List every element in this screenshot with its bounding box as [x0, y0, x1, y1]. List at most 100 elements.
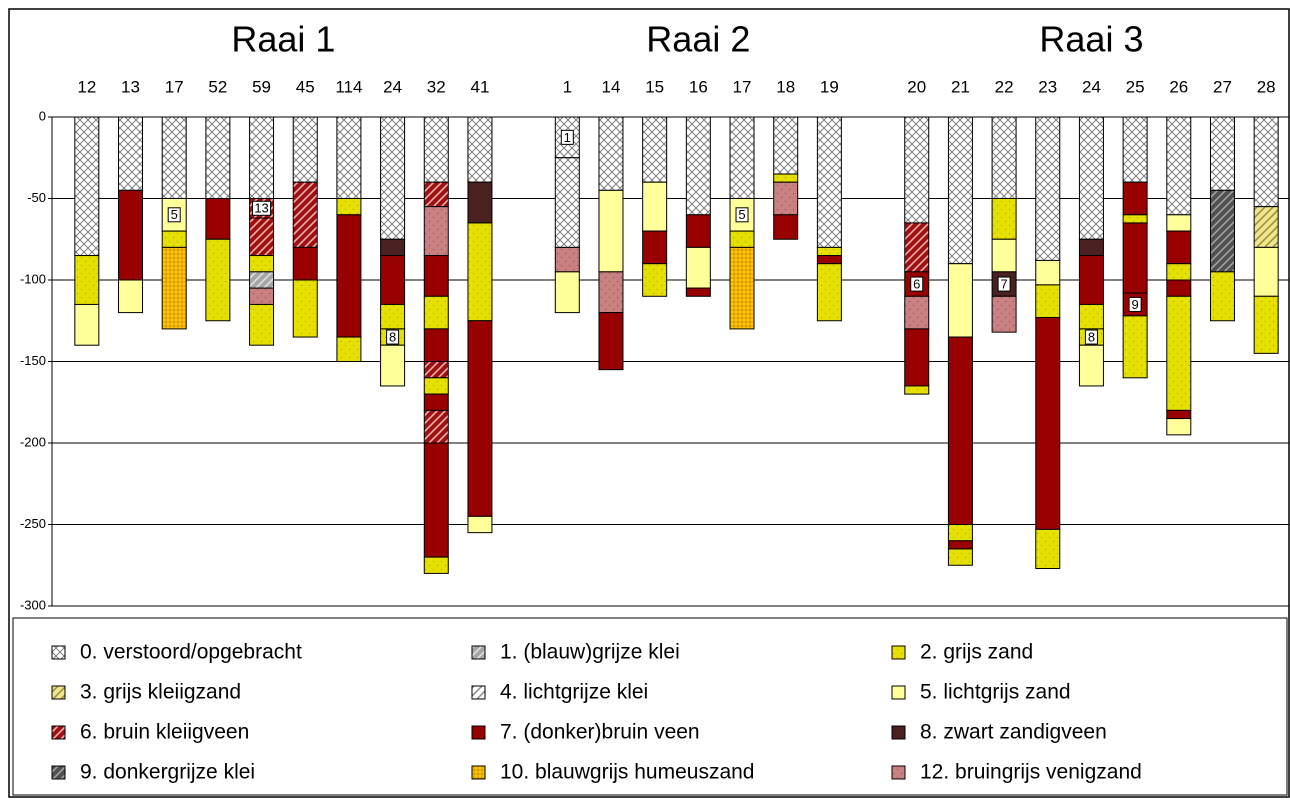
- layer: [1166, 409, 1192, 420]
- layer: [205, 238, 231, 322]
- layer: [816, 246, 842, 257]
- layer: [904, 385, 930, 395]
- layer: [729, 230, 755, 248]
- layer: [554, 116, 580, 159]
- layer: [773, 214, 799, 240]
- legend-swatch: [471, 685, 486, 700]
- layer: [423, 393, 449, 411]
- layer: [1122, 116, 1148, 183]
- x-tick-label: 12: [77, 77, 96, 96]
- x-tick-label: 26: [1169, 77, 1188, 96]
- legend-swatch: [891, 685, 906, 700]
- layer: [423, 442, 449, 558]
- legend-label: 12. bruingrijs venigzand: [920, 761, 1142, 784]
- x-tick-label: 24: [1082, 77, 1101, 96]
- y-tick-label: -50: [27, 190, 46, 205]
- layer: [598, 271, 624, 314]
- layer: [1209, 271, 1235, 322]
- layer: [598, 312, 624, 371]
- chart-frame: [8, 8, 1290, 798]
- layer: [249, 287, 275, 305]
- layer: [467, 222, 493, 322]
- note-box: [1084, 329, 1098, 345]
- layer: [1122, 214, 1148, 224]
- layer: [74, 116, 100, 257]
- layer: [205, 198, 231, 240]
- note-box: [735, 207, 749, 223]
- layer: [336, 336, 362, 362]
- legend-label: 2. grijs zand: [920, 641, 1033, 664]
- layer: [773, 181, 799, 216]
- layer: [1253, 295, 1279, 354]
- legend-label: 8. zwart zandigveen: [920, 721, 1107, 744]
- x-tick-label: 41: [470, 77, 489, 96]
- layer: [554, 157, 580, 248]
- layer: [292, 116, 318, 183]
- layer: [1078, 303, 1104, 330]
- layer: [729, 246, 755, 330]
- x-tick-label: 17: [733, 77, 752, 96]
- legend-label: 4. lichtgrijze klei: [500, 681, 648, 704]
- layer: [1166, 214, 1192, 232]
- layer: [118, 189, 144, 281]
- layer: [904, 222, 930, 273]
- layer: [685, 287, 711, 297]
- note: 1: [564, 130, 571, 145]
- x-tick-label: 18: [776, 77, 795, 96]
- note: 9: [1132, 297, 1139, 312]
- layer: [423, 556, 449, 574]
- x-tick-label: 23: [1038, 77, 1057, 96]
- legend-swatch: [891, 765, 906, 780]
- note-box: [167, 207, 181, 223]
- layer: [205, 116, 231, 199]
- group-title: Raai 2: [646, 19, 750, 60]
- layer: [467, 515, 493, 534]
- layer: [947, 263, 973, 338]
- legend-swatch: [891, 645, 906, 660]
- layer: [423, 361, 449, 379]
- y-tick-label: -150: [20, 353, 46, 368]
- x-tick-label: 17: [165, 77, 184, 96]
- note: 8: [389, 329, 396, 344]
- layer: [685, 246, 711, 289]
- layer: [380, 344, 406, 387]
- legend-swatch: [471, 645, 486, 660]
- legend-label: 10. blauwgrijs humeuszand: [500, 761, 754, 784]
- x-tick-label: 52: [208, 77, 227, 96]
- layer: [642, 230, 668, 265]
- layer: [991, 116, 1017, 199]
- layer: [423, 206, 449, 257]
- note-box: [997, 276, 1011, 292]
- layer: [1078, 255, 1104, 305]
- legend-swatch: [51, 685, 66, 700]
- layer: [904, 271, 930, 297]
- layer: [161, 246, 187, 330]
- legend-label: 3. grijs kleiigzand: [80, 681, 241, 704]
- layer: [773, 173, 799, 183]
- layer: [642, 263, 668, 297]
- layer: [423, 377, 449, 395]
- layer: [423, 255, 449, 297]
- legend-label: 7. (donker)bruin veen: [500, 721, 700, 744]
- layer: [1166, 116, 1192, 216]
- x-tick-label: 45: [296, 77, 315, 96]
- layer: [598, 189, 624, 273]
- layer: [423, 181, 449, 208]
- legend-swatch: [51, 645, 66, 660]
- layer: [947, 336, 973, 525]
- x-tick-label: 21: [951, 77, 970, 96]
- layer: [1166, 295, 1192, 411]
- layer: [467, 181, 493, 224]
- layer: [74, 303, 100, 346]
- x-tick-label: 114: [335, 77, 362, 96]
- legend-label: 5. lichtgrijs zand: [920, 681, 1071, 704]
- note: 6: [913, 277, 920, 292]
- x-tick-label: 15: [645, 77, 664, 96]
- layer: [380, 303, 406, 330]
- layer: [1078, 238, 1104, 257]
- layer: [336, 116, 362, 199]
- layer: [1253, 206, 1279, 248]
- layer: [74, 255, 100, 305]
- note: 7: [1000, 277, 1007, 292]
- layer: [423, 328, 449, 362]
